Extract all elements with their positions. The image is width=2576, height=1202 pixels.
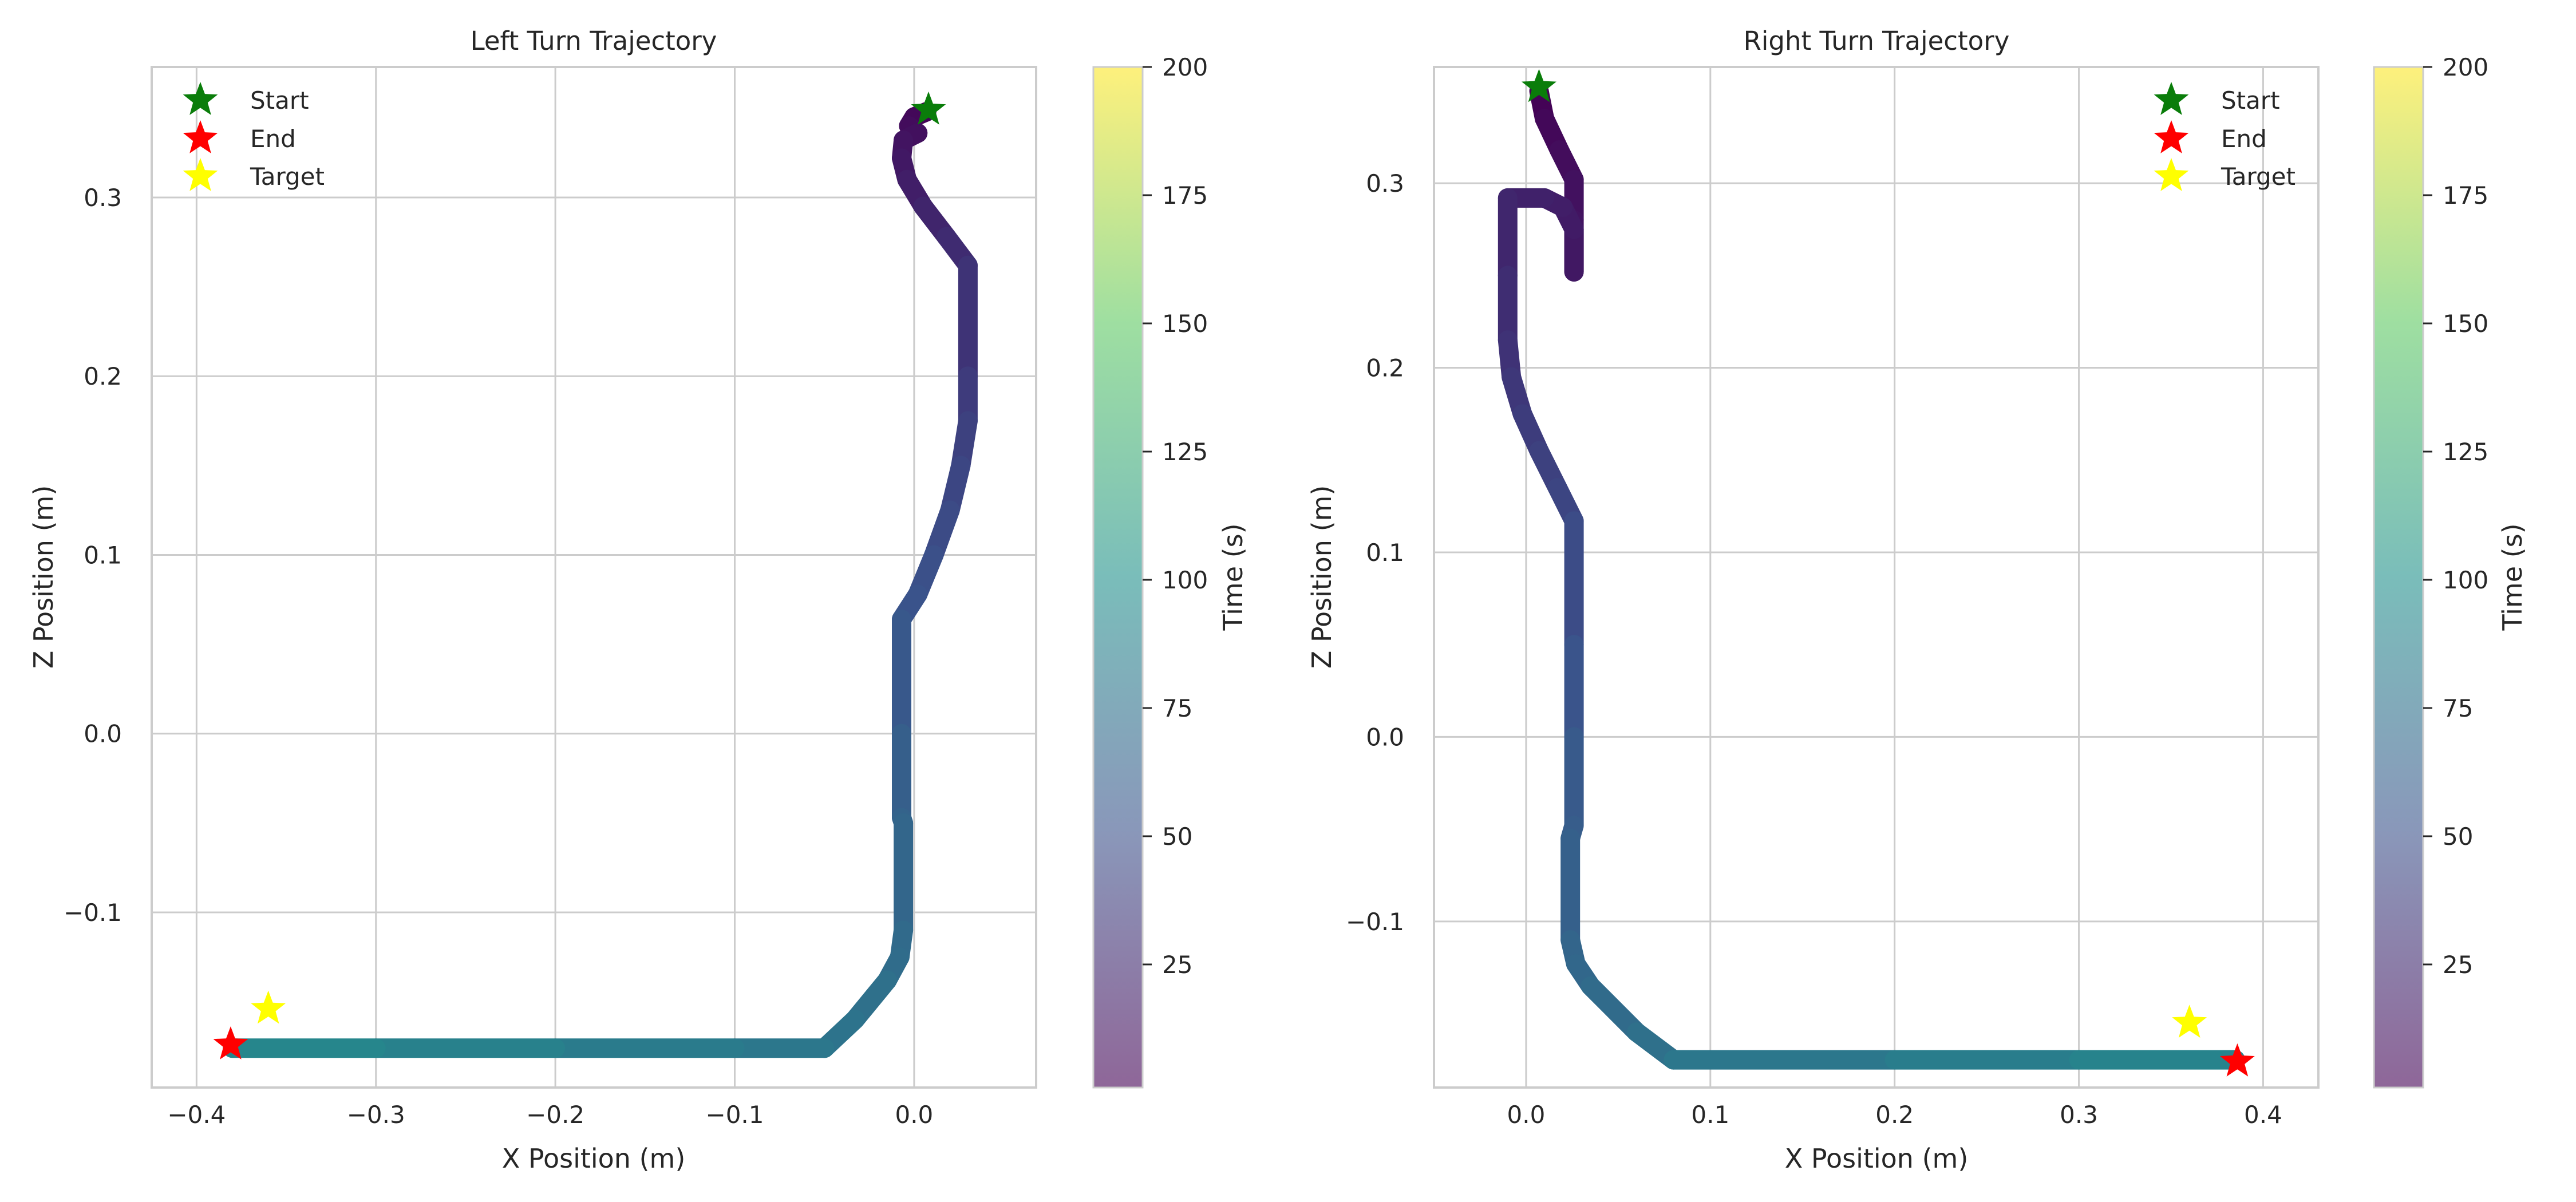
markers <box>1522 69 2255 1077</box>
target-legend-star <box>183 158 218 191</box>
right-turn-chart: Right Turn Trajectory 0.0 0.1 0.2 0.3 0.4 −0… <box>1306 26 2528 1174</box>
colorbar-bar <box>2373 66 2424 1089</box>
y-axis-label: Z Position (m) <box>28 485 59 669</box>
trajectory-line <box>223 102 978 1058</box>
x-tick-label: −0.4 <box>167 1101 226 1129</box>
colorbar-tick-label: 150 <box>2443 310 2488 338</box>
legend-start-label: Start <box>250 86 309 114</box>
plot-frame <box>1433 66 2320 1089</box>
colorbar-tick-label: 75 <box>1162 694 1192 722</box>
legend-target-marker <box>2154 158 2189 191</box>
x-tick-label: 0.3 <box>2060 1101 2098 1129</box>
y-tick-label: 0.3 <box>84 184 122 212</box>
x-tick-label: 0.0 <box>895 1101 933 1129</box>
chart-title: Left Turn Trajectory <box>471 26 717 56</box>
target-legend-star <box>2154 158 2189 191</box>
colorbar-tick-label: 50 <box>1162 823 1192 851</box>
start-marker <box>1522 69 1556 102</box>
y-axis-label: Z Position (m) <box>1306 485 1337 669</box>
colorbar-tick-label: 100 <box>2443 566 2488 594</box>
legend-start-marker <box>2154 82 2189 115</box>
x-tick-labels: −0.4 −0.3 −0.2 −0.1 0.0 <box>167 1101 933 1129</box>
markers <box>213 91 946 1059</box>
start-legend-star <box>183 82 218 115</box>
y-tick-label: −0.1 <box>64 899 122 927</box>
x-tick-labels: 0.0 0.1 0.2 0.3 0.4 <box>1507 1101 2282 1129</box>
legend-target-label: Target <box>2221 163 2296 191</box>
colorbar-tick-label: 175 <box>2443 181 2488 209</box>
y-tick-labels: −0.1 0.0 0.1 0.2 0.3 <box>64 184 122 927</box>
legend: Start End Target <box>2154 82 2296 191</box>
y-tick-label: −0.1 <box>1346 908 1404 936</box>
y-tick-label: 0.0 <box>1366 723 1404 751</box>
trajectory-line <box>1498 81 2246 1070</box>
x-tick-label: 0.2 <box>1875 1101 1914 1129</box>
legend-end-marker <box>183 120 218 153</box>
y-tick-label: 0.1 <box>1366 539 1404 567</box>
start-marker <box>911 91 946 125</box>
colorbar: 25 50 75 100 125 150 175 200 Time (s) <box>2373 53 2528 1089</box>
x-axis-label: X Position (m) <box>502 1143 686 1174</box>
plot-frame <box>151 66 1037 1089</box>
end-legend-star <box>183 120 218 153</box>
x-tick-label: −0.1 <box>706 1101 764 1129</box>
y-tick-label: 0.2 <box>1366 354 1404 382</box>
colorbar-tick-label: 175 <box>1162 181 1208 209</box>
end-marker <box>2219 1043 2255 1077</box>
colorbar-tick-label: 100 <box>1162 566 1208 594</box>
colorbar-bar <box>1092 66 1144 1089</box>
x-tick-label: −0.2 <box>526 1101 584 1129</box>
y-tick-label: 0.3 <box>1366 169 1404 197</box>
x-tick-label: 0.0 <box>1507 1101 1546 1129</box>
y-tick-label: 0.0 <box>84 720 122 748</box>
colorbar-tick-label: 125 <box>1162 438 1208 466</box>
colorbar-tick-label: 150 <box>1162 310 1208 338</box>
end-legend-star <box>2154 120 2189 153</box>
left-turn-chart: Left Turn Trajectory −0.4 −0.3 −0.2 −0.1 0.0… <box>28 26 1249 1174</box>
colorbar-tick-label: 125 <box>2443 438 2488 466</box>
legend-end-label: End <box>2221 125 2267 153</box>
colorbar-tick-label: 200 <box>2443 53 2488 81</box>
colorbar-tick-label: 50 <box>2443 823 2473 851</box>
x-axis-label: X Position (m) <box>1785 1143 1969 1174</box>
end-marker <box>213 1026 248 1059</box>
legend-target-label: Target <box>250 163 325 191</box>
y-tick-label: 0.2 <box>84 362 122 390</box>
x-tick-label: 0.4 <box>2244 1101 2282 1129</box>
colorbar-tick-label: 25 <box>1162 951 1192 979</box>
legend-end-marker <box>2154 120 2189 153</box>
grid <box>1434 67 2318 1088</box>
legend-end-label: End <box>250 125 296 153</box>
x-tick-label: 0.1 <box>1691 1101 1729 1129</box>
legend-start-label: Start <box>2221 86 2280 114</box>
target-marker <box>251 990 286 1024</box>
target-marker <box>2172 1005 2207 1038</box>
legend-target-marker <box>183 158 218 191</box>
x-tick-label: −0.3 <box>347 1101 405 1129</box>
start-legend-star <box>2154 82 2189 115</box>
colorbar-label: Time (s) <box>1218 523 1249 631</box>
y-tick-label: 0.1 <box>84 541 122 569</box>
grid <box>152 67 1036 1088</box>
colorbar: 25 50 75 100 125 150 175 200 Time (s) <box>1092 53 1249 1089</box>
chart-title: Right Turn Trajectory <box>1744 26 2010 56</box>
y-tick-labels: −0.1 0.0 0.1 0.2 0.3 <box>1346 169 1404 936</box>
colorbar-tick-label: 75 <box>2443 694 2473 722</box>
colorbar-ticks: 25 50 75 100 125 150 175 200 <box>1143 53 1208 979</box>
colorbar-label: Time (s) <box>2497 523 2528 631</box>
colorbar-tick-label: 25 <box>2443 951 2473 979</box>
legend: Start End Target <box>183 82 325 191</box>
trajectory-segment <box>1581 976 1647 1042</box>
colorbar-ticks: 25 50 75 100 125 150 175 200 <box>2423 53 2488 979</box>
legend-start-marker <box>183 82 218 115</box>
colorbar-tick-label: 200 <box>1162 53 1208 81</box>
